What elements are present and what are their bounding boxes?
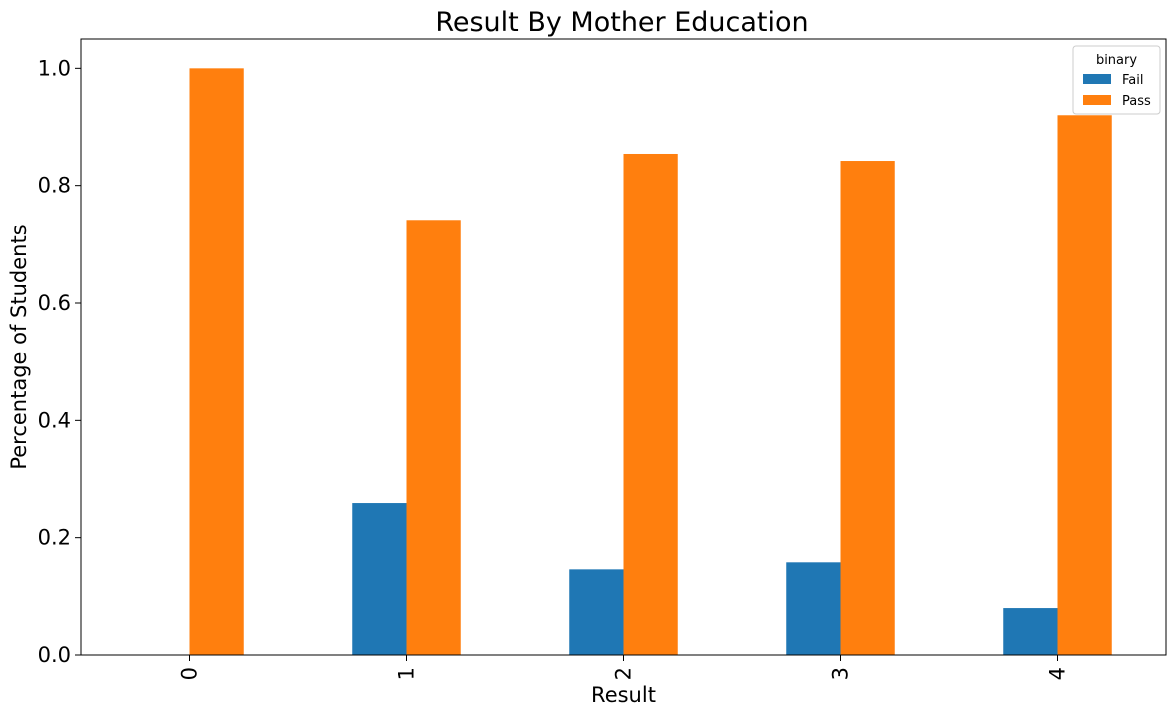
bar-fail-3 [786,562,841,655]
bar-pass-1 [406,220,461,655]
x-tick-label: 4 [1046,667,1070,680]
bar-pass-2 [623,153,678,655]
x-tick-label: 1 [395,667,419,680]
legend-label-fail: Fail [1122,73,1143,88]
legend-label-pass: Pass [1122,94,1151,109]
y-tick-label: 0.2 [38,526,71,550]
bar-fail-2 [569,569,624,655]
x-tick-label: 3 [829,667,853,680]
y-tick-label: 0.6 [38,291,71,315]
plot-area-frame [80,38,1167,656]
y-axis-label: Percentage of Students [7,224,31,469]
x-tick-label: 2 [612,667,636,680]
x-axis-label: Result [591,683,656,707]
bars-group [189,68,1112,656]
legend-title: binary [1096,53,1137,68]
bar-pass-4 [1057,115,1112,656]
bar-fail-1 [352,503,407,655]
y-tick-label: 0.4 [38,408,71,432]
bar-pass-0 [189,68,244,656]
y-tick-label: 1.0 [38,56,71,80]
legend-swatch-pass [1083,95,1111,105]
bar-fail-4 [1003,608,1058,655]
bar-pass-3 [840,161,895,655]
chart-title: Result By Mother Education [435,7,808,38]
y-tick-label: 0.8 [38,174,71,198]
legend-items: Fail Pass [1083,73,1151,109]
y-axis-ticks: 0.0 0.2 0.4 0.6 0.8 1.0 [38,56,81,667]
y-tick-label: 0.0 [38,643,71,667]
x-tick-label: 0 [178,667,202,680]
legend-swatch-fail [1083,74,1111,84]
x-axis-ticks: 0 1 2 3 4 [178,655,1070,680]
legend: binary Fail Pass [1072,45,1161,115]
